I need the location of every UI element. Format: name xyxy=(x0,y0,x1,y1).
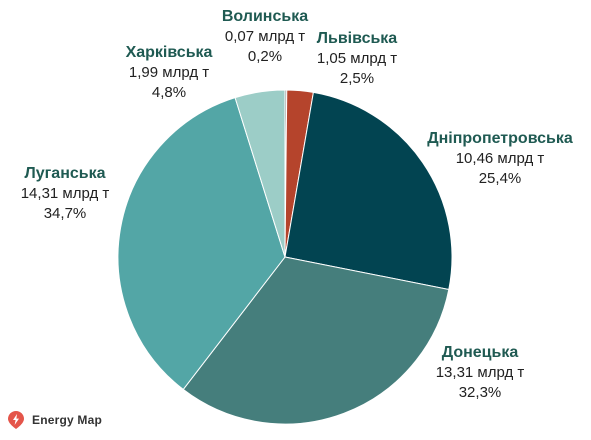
pie-slice xyxy=(284,91,453,291)
slice-value: 10,46 млрд т xyxy=(456,150,545,167)
slice-value: 1,05 млрд т xyxy=(317,50,397,67)
slice-percent: 2,5% xyxy=(340,70,374,87)
slice-label: Луганська 14,31 млрд т 34,7% xyxy=(21,165,110,222)
pie-slices xyxy=(117,89,453,425)
slice-percent: 32,3% xyxy=(459,384,502,401)
brand-name: Energy Map xyxy=(32,413,103,427)
slice-labels: Волинська 0,07 млрд т 0,2% Львівська 1,05 мл… xyxy=(21,8,573,401)
pie-slice xyxy=(234,89,286,258)
slice-label: Донецька 13,31 млрд т 32,3% xyxy=(436,344,525,401)
slice-label: Волинська 0,07 млрд т 0,2% xyxy=(222,8,308,65)
slice-value: 14,31 млрд т xyxy=(21,185,110,202)
slice-label: Харківська 1,99 млрд т 4,8% xyxy=(126,44,213,101)
slice-percent: 34,7% xyxy=(44,205,87,222)
pie-slice xyxy=(117,97,286,391)
slice-value: 0,07 млрд т xyxy=(225,28,305,45)
slice-name: Волинська xyxy=(222,8,308,25)
slice-value: 13,31 млрд т xyxy=(436,364,525,381)
slice-name: Дніпропетровська xyxy=(427,130,573,147)
energy-map-logo-icon xyxy=(8,411,24,429)
pie-slice xyxy=(182,256,450,425)
slice-value: 1,99 млрд т xyxy=(129,64,209,81)
slice-percent: 4,8% xyxy=(152,84,186,101)
slice-name: Луганська xyxy=(25,165,106,182)
slice-name: Харківська xyxy=(126,44,213,61)
brand: Energy Map xyxy=(8,411,102,429)
slice-label: Львівська 1,05 млрд т 2,5% xyxy=(317,30,398,87)
slice-label: Дніпропетровська 10,46 млрд т 25,4% xyxy=(427,130,573,187)
slice-name: Донецька xyxy=(442,344,519,361)
slice-percent: 25,4% xyxy=(479,170,522,187)
slice-name: Львівська xyxy=(317,30,398,47)
slice-percent: 0,2% xyxy=(248,48,282,65)
